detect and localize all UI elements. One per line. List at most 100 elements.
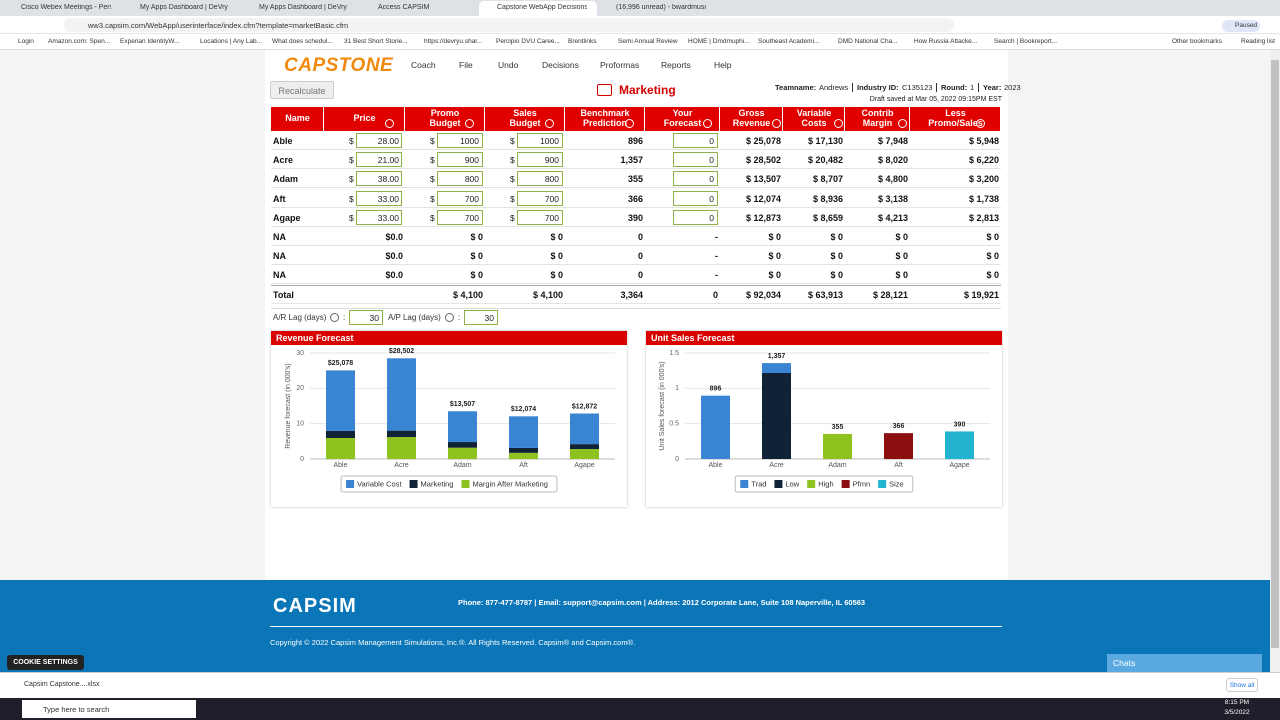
legend-label: High	[818, 479, 833, 488]
legend-swatch	[774, 480, 783, 488]
bookmark[interactable]: https://devryu.shar...	[424, 38, 483, 45]
input-value[interactable]: 700	[464, 212, 479, 223]
input-value[interactable]: 38.00	[377, 174, 399, 185]
bookmark[interactable]: What does schedul...	[272, 38, 333, 45]
input-box[interactable]	[517, 133, 563, 148]
input-value[interactable]: 0	[709, 136, 714, 146]
cell: $ 0	[830, 232, 843, 242]
bookmark[interactable]: Brentlinks	[568, 38, 597, 45]
bookmark[interactable]: Login	[18, 38, 34, 45]
cell: $ 0	[768, 232, 781, 242]
input-box[interactable]	[517, 152, 563, 168]
bookmark[interactable]: Semi Annual Review	[618, 38, 678, 45]
bookmark[interactable]: Other bookmarks	[1172, 38, 1222, 45]
input-value[interactable]: 21.00	[377, 155, 399, 166]
cell: $ 8,936	[812, 193, 843, 204]
input-value[interactable]: 0	[709, 174, 714, 185]
input-box[interactable]	[673, 133, 718, 148]
search-box[interactable]	[22, 700, 196, 718]
input-box[interactable]	[356, 209, 402, 225]
search-placeholder[interactable]: Type here to search	[43, 705, 110, 714]
bookmark[interactable]: How Russia Attacke...	[914, 38, 978, 45]
header-label: Price	[353, 113, 376, 123]
input-box[interactable]	[356, 133, 402, 148]
input-box[interactable]	[673, 209, 718, 225]
input-box[interactable]	[356, 190, 402, 206]
nav-item[interactable]: Proformas	[600, 60, 640, 70]
bookmark[interactable]: Amazon.com: Spen...	[48, 38, 111, 45]
lag-value[interactable]: 30	[484, 313, 494, 323]
bookmark[interactable]: Reading list	[1241, 38, 1275, 45]
input-box[interactable]	[437, 190, 483, 206]
legend	[340, 475, 558, 493]
input-box[interactable]	[437, 171, 483, 187]
input-box[interactable]	[673, 171, 718, 187]
bookmark[interactable]: 31 Best Short Storie...	[344, 38, 408, 45]
input-value[interactable]: 700	[544, 193, 559, 204]
nav-item[interactable]: Undo	[498, 60, 519, 70]
input-value[interactable]: 800	[464, 174, 479, 185]
input-value[interactable]: 33.00	[377, 212, 399, 223]
input-value[interactable]: 900	[464, 155, 479, 166]
lag-value[interactable]: 30	[369, 313, 379, 323]
cookie-button[interactable]: COOKIE SETTINGS	[7, 655, 84, 670]
total-label: $28,502	[389, 348, 414, 355]
cell: $ 6,220	[968, 155, 999, 166]
input-box[interactable]	[356, 152, 402, 168]
legend-swatch	[346, 480, 355, 488]
bookmark[interactable]: HOME | Dmdmuphi...	[688, 38, 750, 45]
nav-item[interactable]: Coach	[411, 60, 436, 70]
nav-item[interactable]: File	[459, 60, 473, 70]
nav-item[interactable]: Reports	[661, 60, 691, 70]
input-value[interactable]: 700	[464, 193, 479, 204]
input-value[interactable]: 33.00	[377, 193, 399, 204]
bar-segment	[701, 395, 730, 459]
chats[interactable]: Chats	[1107, 654, 1262, 672]
bar-segment	[448, 447, 477, 459]
profile-status[interactable]: Paused	[1222, 20, 1260, 32]
lag-box[interactable]	[349, 310, 383, 325]
cell: -	[715, 270, 718, 281]
bookmark[interactable]: Locations | Any Lab...	[200, 38, 263, 45]
tab[interactable]	[479, 1, 597, 16]
input-box[interactable]	[517, 209, 563, 225]
lag-box[interactable]	[464, 310, 498, 325]
input-box[interactable]	[437, 133, 483, 148]
input-value[interactable]: 28.00	[377, 136, 399, 146]
input-value[interactable]: 900	[544, 155, 559, 166]
input-box[interactable]	[673, 152, 718, 168]
bookmark[interactable]: Experian IdentityW...	[120, 38, 180, 45]
x-tick-label: Agape	[949, 462, 969, 469]
input-box[interactable]	[437, 152, 483, 168]
tab-title: My Apps Dashboard | DeVry Uni	[259, 4, 349, 11]
input-value[interactable]: 1000	[540, 136, 559, 146]
bookmark[interactable]: DMD National Cha...	[838, 38, 898, 45]
nav-item[interactable]: Help	[714, 60, 732, 70]
omnibox[interactable]	[64, 18, 954, 32]
input-box[interactable]	[517, 171, 563, 187]
input-box[interactable]	[517, 190, 563, 206]
input-value[interactable]: 700	[544, 212, 559, 223]
nav-item[interactable]: Decisions	[542, 60, 579, 70]
input-value[interactable]: 1000	[460, 136, 479, 146]
cell: $ 4,100	[452, 289, 483, 300]
bookmark[interactable]: Southeast Academi...	[758, 38, 820, 45]
input-value[interactable]: 0	[709, 212, 714, 223]
y-tick-label: 20	[296, 385, 304, 392]
url[interactable]: ww3.capsim.com/WebApp/userinterface/inde…	[88, 21, 349, 30]
input-value[interactable]: 0	[709, 193, 714, 204]
recalculate-button[interactable]: Recalculate	[270, 81, 334, 99]
bar-segment	[570, 444, 599, 450]
bookmark[interactable]: Search | Bookreport...	[994, 38, 1058, 45]
cell: 366	[627, 193, 643, 204]
input-box[interactable]	[437, 209, 483, 225]
scroll-thumb[interactable]	[1271, 60, 1279, 648]
input-box[interactable]	[356, 171, 402, 187]
bookmark[interactable]: Percipio DVU Caree...	[496, 38, 560, 45]
show-all[interactable]: Show all	[1226, 678, 1258, 692]
cell: $ 1,738	[968, 193, 999, 204]
input-value[interactable]: 800	[544, 174, 559, 185]
download-file[interactable]: Capsim Capstone....xlsx	[24, 681, 100, 688]
input-value[interactable]: 0	[709, 155, 714, 166]
input-box[interactable]	[673, 190, 718, 206]
